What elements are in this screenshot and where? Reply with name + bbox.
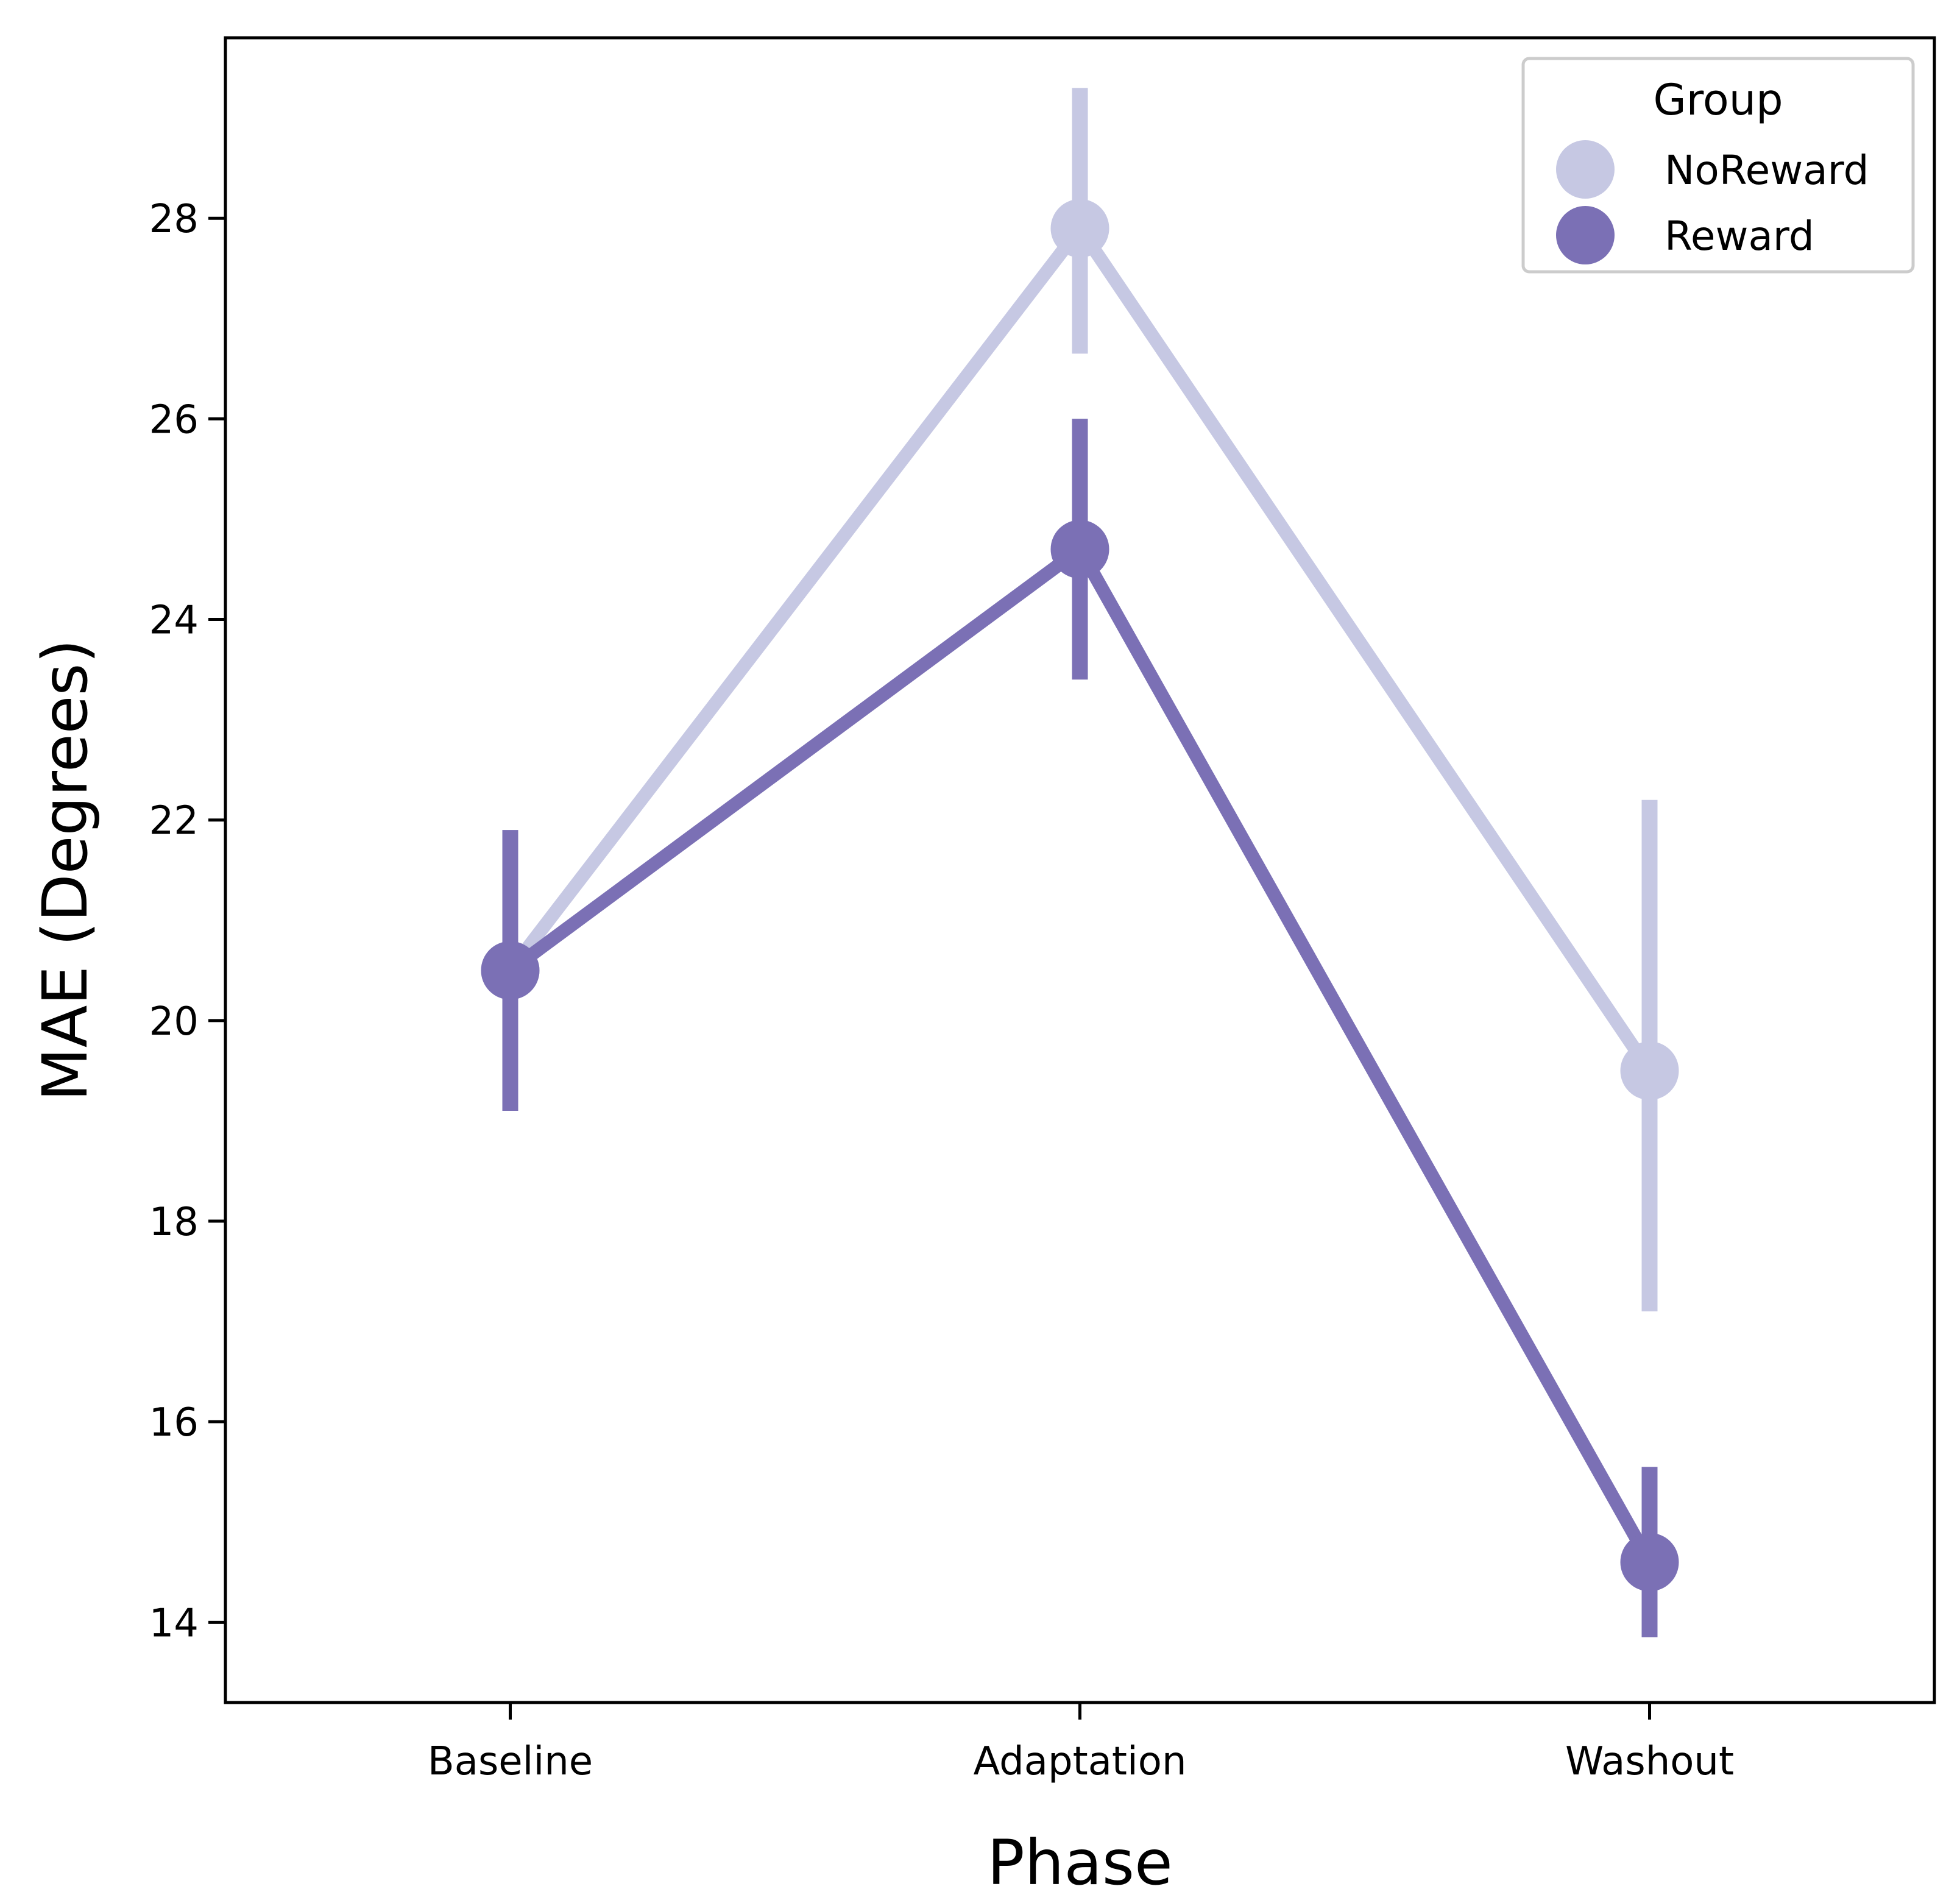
y-tick-label: 28 [149, 197, 199, 242]
data-point [481, 941, 540, 1000]
series-layer [481, 88, 1679, 1638]
x-tick-label: Baseline [428, 1739, 593, 1784]
legend-title: Group [1653, 75, 1783, 125]
y-tick-label: 14 [149, 1601, 199, 1646]
data-point [1620, 1041, 1679, 1100]
legend-box [1521, 57, 1915, 274]
y-tick-label: 18 [149, 1200, 199, 1245]
x-axis-ticks: Baseline Adaptation Washout [428, 1703, 1734, 1784]
series-Reward [481, 419, 1679, 1638]
plot-frame [224, 36, 1936, 1704]
data-point [1050, 199, 1109, 258]
legend-marker [1556, 206, 1615, 264]
x-tick-label: Adaptation [973, 1739, 1186, 1784]
y-tick-label: 16 [149, 1400, 199, 1445]
series-line [506, 542, 1656, 1565]
series-NoReward [481, 88, 1679, 1312]
data-point [1620, 1533, 1679, 1592]
y-axis-ticks: 14 16 18 20 22 24 26 28 [149, 197, 225, 1646]
legend-marker [1556, 140, 1615, 199]
data-point [1050, 520, 1109, 579]
y-tick-label: 26 [149, 397, 199, 442]
x-axis-title: Phase [987, 1827, 1173, 1899]
y-tick-label: 20 [149, 999, 199, 1044]
y-tick-label: 24 [149, 598, 199, 643]
y-axis-title: MAE (Degrees) [29, 639, 102, 1102]
legend-items: NoReward Reward [1556, 140, 1869, 264]
y-tick-label: 22 [149, 799, 199, 844]
legend: Group NoReward Reward [1521, 57, 1915, 274]
legend-label: NoReward [1665, 147, 1869, 194]
x-tick-label: Washout [1565, 1739, 1734, 1784]
legend-label: Reward [1665, 213, 1814, 260]
